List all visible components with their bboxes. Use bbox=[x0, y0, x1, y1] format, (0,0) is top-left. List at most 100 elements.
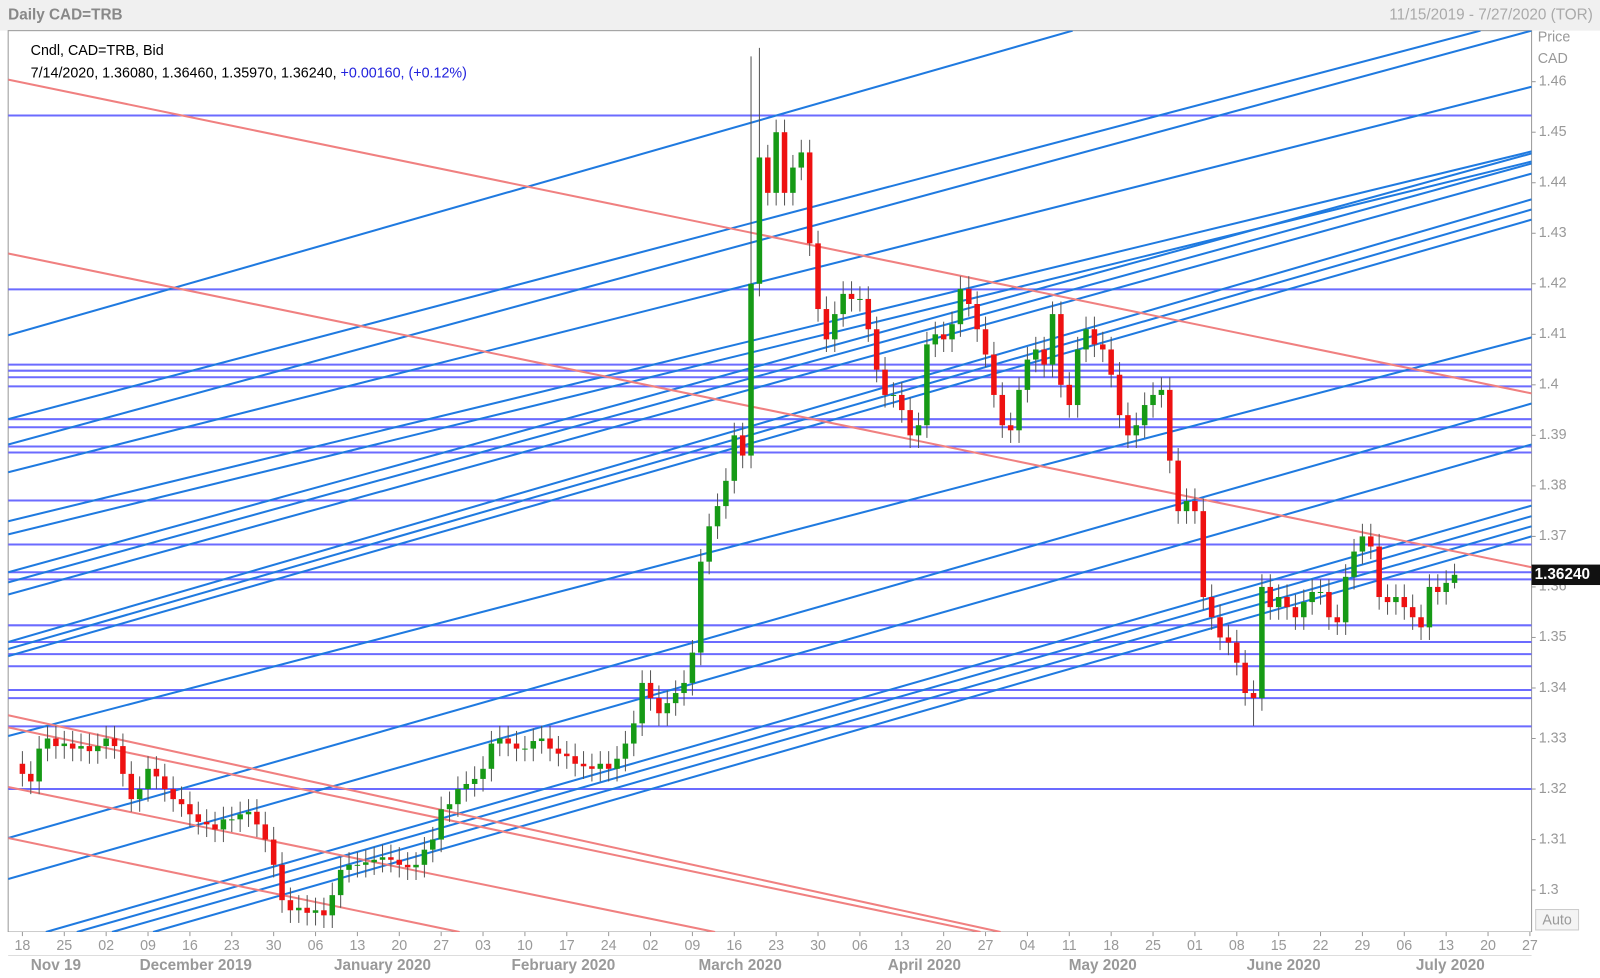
candle-body bbox=[388, 857, 394, 860]
candle-body bbox=[1451, 574, 1458, 583]
candle-body bbox=[890, 394, 897, 396]
candle-body bbox=[220, 819, 227, 830]
candle-body bbox=[765, 157, 771, 193]
candle-body bbox=[111, 738, 118, 747]
candle-body bbox=[530, 741, 537, 749]
candle-body bbox=[195, 814, 202, 822]
y-tick-label: 1.43 bbox=[1539, 225, 1567, 241]
month-label: Nov 19 bbox=[31, 957, 81, 974]
candle-body bbox=[580, 763, 587, 767]
trend-line bbox=[8, 150, 1532, 523]
y-tick-label: 1.45 bbox=[1539, 124, 1567, 140]
candle-body bbox=[1175, 460, 1181, 512]
candle-body bbox=[69, 743, 76, 749]
candle-body bbox=[1376, 546, 1382, 598]
candle-body bbox=[522, 748, 528, 750]
candle-body bbox=[656, 698, 662, 714]
auto-scale-button[interactable] bbox=[1535, 909, 1580, 931]
y-axis-title: Price bbox=[1538, 30, 1571, 46]
trend-line bbox=[8, 78, 1532, 395]
trend-line bbox=[8, 30, 1481, 421]
candle-body bbox=[212, 824, 218, 830]
trend-line bbox=[8, 152, 1532, 574]
candle-body bbox=[1158, 389, 1165, 395]
candle-body bbox=[915, 425, 922, 436]
candle-body bbox=[681, 682, 687, 694]
y-tick-label: 1.35 bbox=[1539, 629, 1567, 645]
x-tick-label: 23 bbox=[768, 938, 784, 954]
candle-body bbox=[1033, 349, 1039, 360]
candle-body bbox=[672, 693, 679, 704]
candle-body bbox=[413, 864, 419, 868]
candle-body bbox=[873, 329, 880, 370]
candle-body bbox=[1259, 586, 1265, 699]
candle-body bbox=[1409, 607, 1416, 618]
candle-body bbox=[1041, 349, 1047, 365]
candle-body bbox=[1150, 394, 1156, 406]
candle-body bbox=[555, 748, 562, 754]
month-label: December 2019 bbox=[140, 957, 252, 974]
candle-body bbox=[1435, 586, 1441, 592]
month-label: May 2020 bbox=[1069, 957, 1137, 974]
info-change: +0.00160, (+0.12%) bbox=[341, 65, 467, 81]
candle-body bbox=[974, 303, 980, 330]
auto-scale-label[interactable]: Auto bbox=[1542, 913, 1571, 929]
candle-body bbox=[61, 743, 68, 747]
candle-body bbox=[1141, 405, 1148, 426]
x-tick-label: 20 bbox=[936, 938, 952, 954]
candle-body bbox=[396, 859, 403, 865]
candle-body bbox=[1234, 642, 1240, 663]
candle-body bbox=[136, 789, 143, 800]
y-tick-label: 1.31 bbox=[1539, 831, 1567, 847]
candle-body bbox=[857, 298, 863, 300]
y-tick-label: 1.33 bbox=[1539, 730, 1567, 746]
trend-line bbox=[8, 786, 716, 933]
trend-line bbox=[8, 85, 1532, 474]
candle-body bbox=[446, 804, 453, 810]
plot-area bbox=[8, 30, 1532, 933]
candle-body bbox=[162, 776, 168, 790]
candle-body bbox=[605, 763, 612, 769]
candle-body bbox=[823, 309, 830, 340]
month-label: February 2020 bbox=[512, 957, 616, 974]
candle-body bbox=[1326, 591, 1332, 618]
candle-body bbox=[1108, 349, 1114, 375]
candle-body bbox=[78, 746, 84, 749]
y-tick-label: 1.41 bbox=[1539, 326, 1567, 342]
trend-line bbox=[8, 30, 1073, 337]
candle-body bbox=[1192, 501, 1198, 512]
candle-body bbox=[564, 753, 570, 757]
candle-body bbox=[589, 766, 595, 769]
x-tick-label: 30 bbox=[266, 938, 282, 954]
candle-body bbox=[203, 821, 210, 825]
candle-body bbox=[714, 506, 721, 527]
y-tick-label: 1.3 bbox=[1539, 882, 1559, 898]
candle-body bbox=[698, 561, 704, 653]
candle-body bbox=[940, 334, 947, 340]
info-line: Cndl, CAD=TRB, Bid bbox=[31, 43, 164, 59]
x-tick-label: 09 bbox=[140, 938, 156, 954]
candle-body bbox=[614, 758, 620, 769]
x-tick-label: 13 bbox=[894, 938, 910, 954]
candle-body bbox=[1083, 329, 1089, 350]
candle-body bbox=[631, 723, 637, 744]
candle-body bbox=[907, 410, 913, 436]
candle-body bbox=[748, 283, 754, 456]
x-tick-label: 17 bbox=[559, 938, 575, 954]
candle-body bbox=[1351, 551, 1357, 577]
x-axis-area bbox=[0, 932, 1600, 978]
candle-body bbox=[471, 778, 478, 784]
candle-body bbox=[664, 703, 671, 714]
y-tick-label: 1.37 bbox=[1539, 528, 1567, 544]
chart-title: Daily CAD=TRB bbox=[8, 6, 122, 23]
x-tick-label: 10 bbox=[517, 938, 533, 954]
candle-body bbox=[723, 480, 729, 507]
candle-body bbox=[1007, 425, 1014, 431]
trend-line bbox=[8, 208, 1532, 651]
candle-body bbox=[304, 907, 310, 913]
candle-body bbox=[153, 768, 160, 777]
candle-body bbox=[187, 804, 193, 815]
candle-body bbox=[44, 738, 51, 749]
y-tick-label: 1.44 bbox=[1539, 175, 1567, 191]
candle-body bbox=[312, 910, 319, 913]
